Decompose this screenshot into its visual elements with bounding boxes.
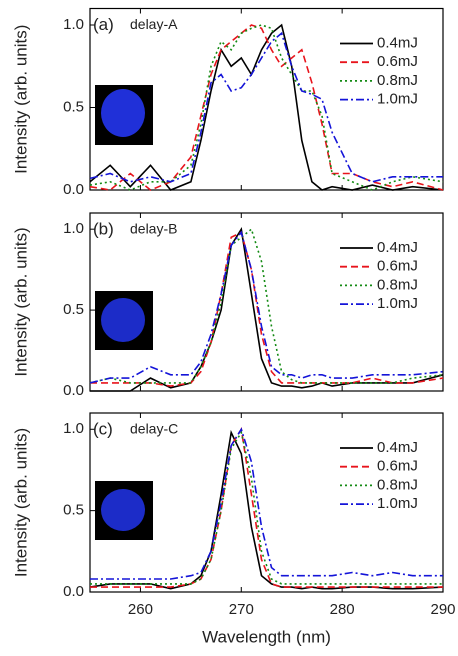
y-axis-label: Intensity (arb. units) bbox=[11, 428, 30, 577]
series-line bbox=[89, 31, 443, 183]
plot-frame bbox=[89, 212, 444, 392]
series-line bbox=[89, 227, 444, 384]
x-tick-label: 270 bbox=[229, 601, 254, 618]
legend-label: 0.6mJ bbox=[377, 258, 418, 275]
panel-label: (c) bbox=[93, 419, 113, 438]
series-line bbox=[89, 230, 444, 384]
y-tick-label: 0.5 bbox=[63, 502, 84, 519]
y-tick-label: 0.5 bbox=[63, 301, 84, 318]
legend-label: 0.4mJ bbox=[377, 439, 418, 456]
x-tick-label: 280 bbox=[330, 601, 355, 618]
y-axis-label: Intensity (arb. units) bbox=[11, 25, 30, 174]
series-line bbox=[90, 231, 444, 387]
y-tick-label: 0.0 bbox=[63, 583, 84, 600]
x-tick-label: 290 bbox=[430, 601, 455, 618]
legend-label: 1.0mJ bbox=[377, 295, 418, 312]
y-tick-label: 1.0 bbox=[63, 420, 84, 437]
panel-label: (a) bbox=[93, 15, 114, 34]
panel-title: delay-C bbox=[130, 421, 178, 437]
legend-label: 1.0mJ bbox=[377, 495, 418, 512]
y-tick-label: 1.0 bbox=[63, 16, 84, 33]
y-axis-label: Intensity (arb. units) bbox=[11, 227, 30, 376]
legend-label: 0.4mJ bbox=[377, 34, 418, 51]
series-line bbox=[90, 430, 443, 585]
legend-label: 0.8mJ bbox=[377, 476, 418, 493]
plot-frame bbox=[89, 7, 444, 191]
series-line bbox=[90, 427, 443, 588]
legend-label: 0.6mJ bbox=[377, 458, 418, 475]
panel-title: delay-A bbox=[130, 16, 178, 32]
series-line bbox=[89, 24, 444, 191]
legend-label: 0.8mJ bbox=[377, 276, 418, 293]
legend-label: 1.0mJ bbox=[377, 91, 418, 108]
y-tick-label: 0.0 bbox=[63, 382, 84, 399]
series-line bbox=[89, 23, 444, 191]
inset-image bbox=[95, 85, 153, 540]
legend-label: 0.6mJ bbox=[377, 53, 418, 70]
panel-label: (b) bbox=[93, 219, 114, 238]
series-line bbox=[90, 226, 444, 392]
x-axis-label: Wavelength (nm) bbox=[202, 627, 331, 646]
y-tick-label: 0.0 bbox=[63, 181, 84, 198]
legend-label: 0.8mJ bbox=[377, 72, 418, 89]
panel-title: delay-B bbox=[130, 221, 177, 237]
plot-frame bbox=[89, 412, 444, 593]
y-tick-label: 0.5 bbox=[63, 98, 84, 115]
x-tick-label: 260 bbox=[128, 601, 153, 618]
series-line bbox=[90, 427, 443, 580]
legend-label: 0.4mJ bbox=[377, 239, 418, 256]
y-tick-label: 1.0 bbox=[63, 220, 84, 237]
